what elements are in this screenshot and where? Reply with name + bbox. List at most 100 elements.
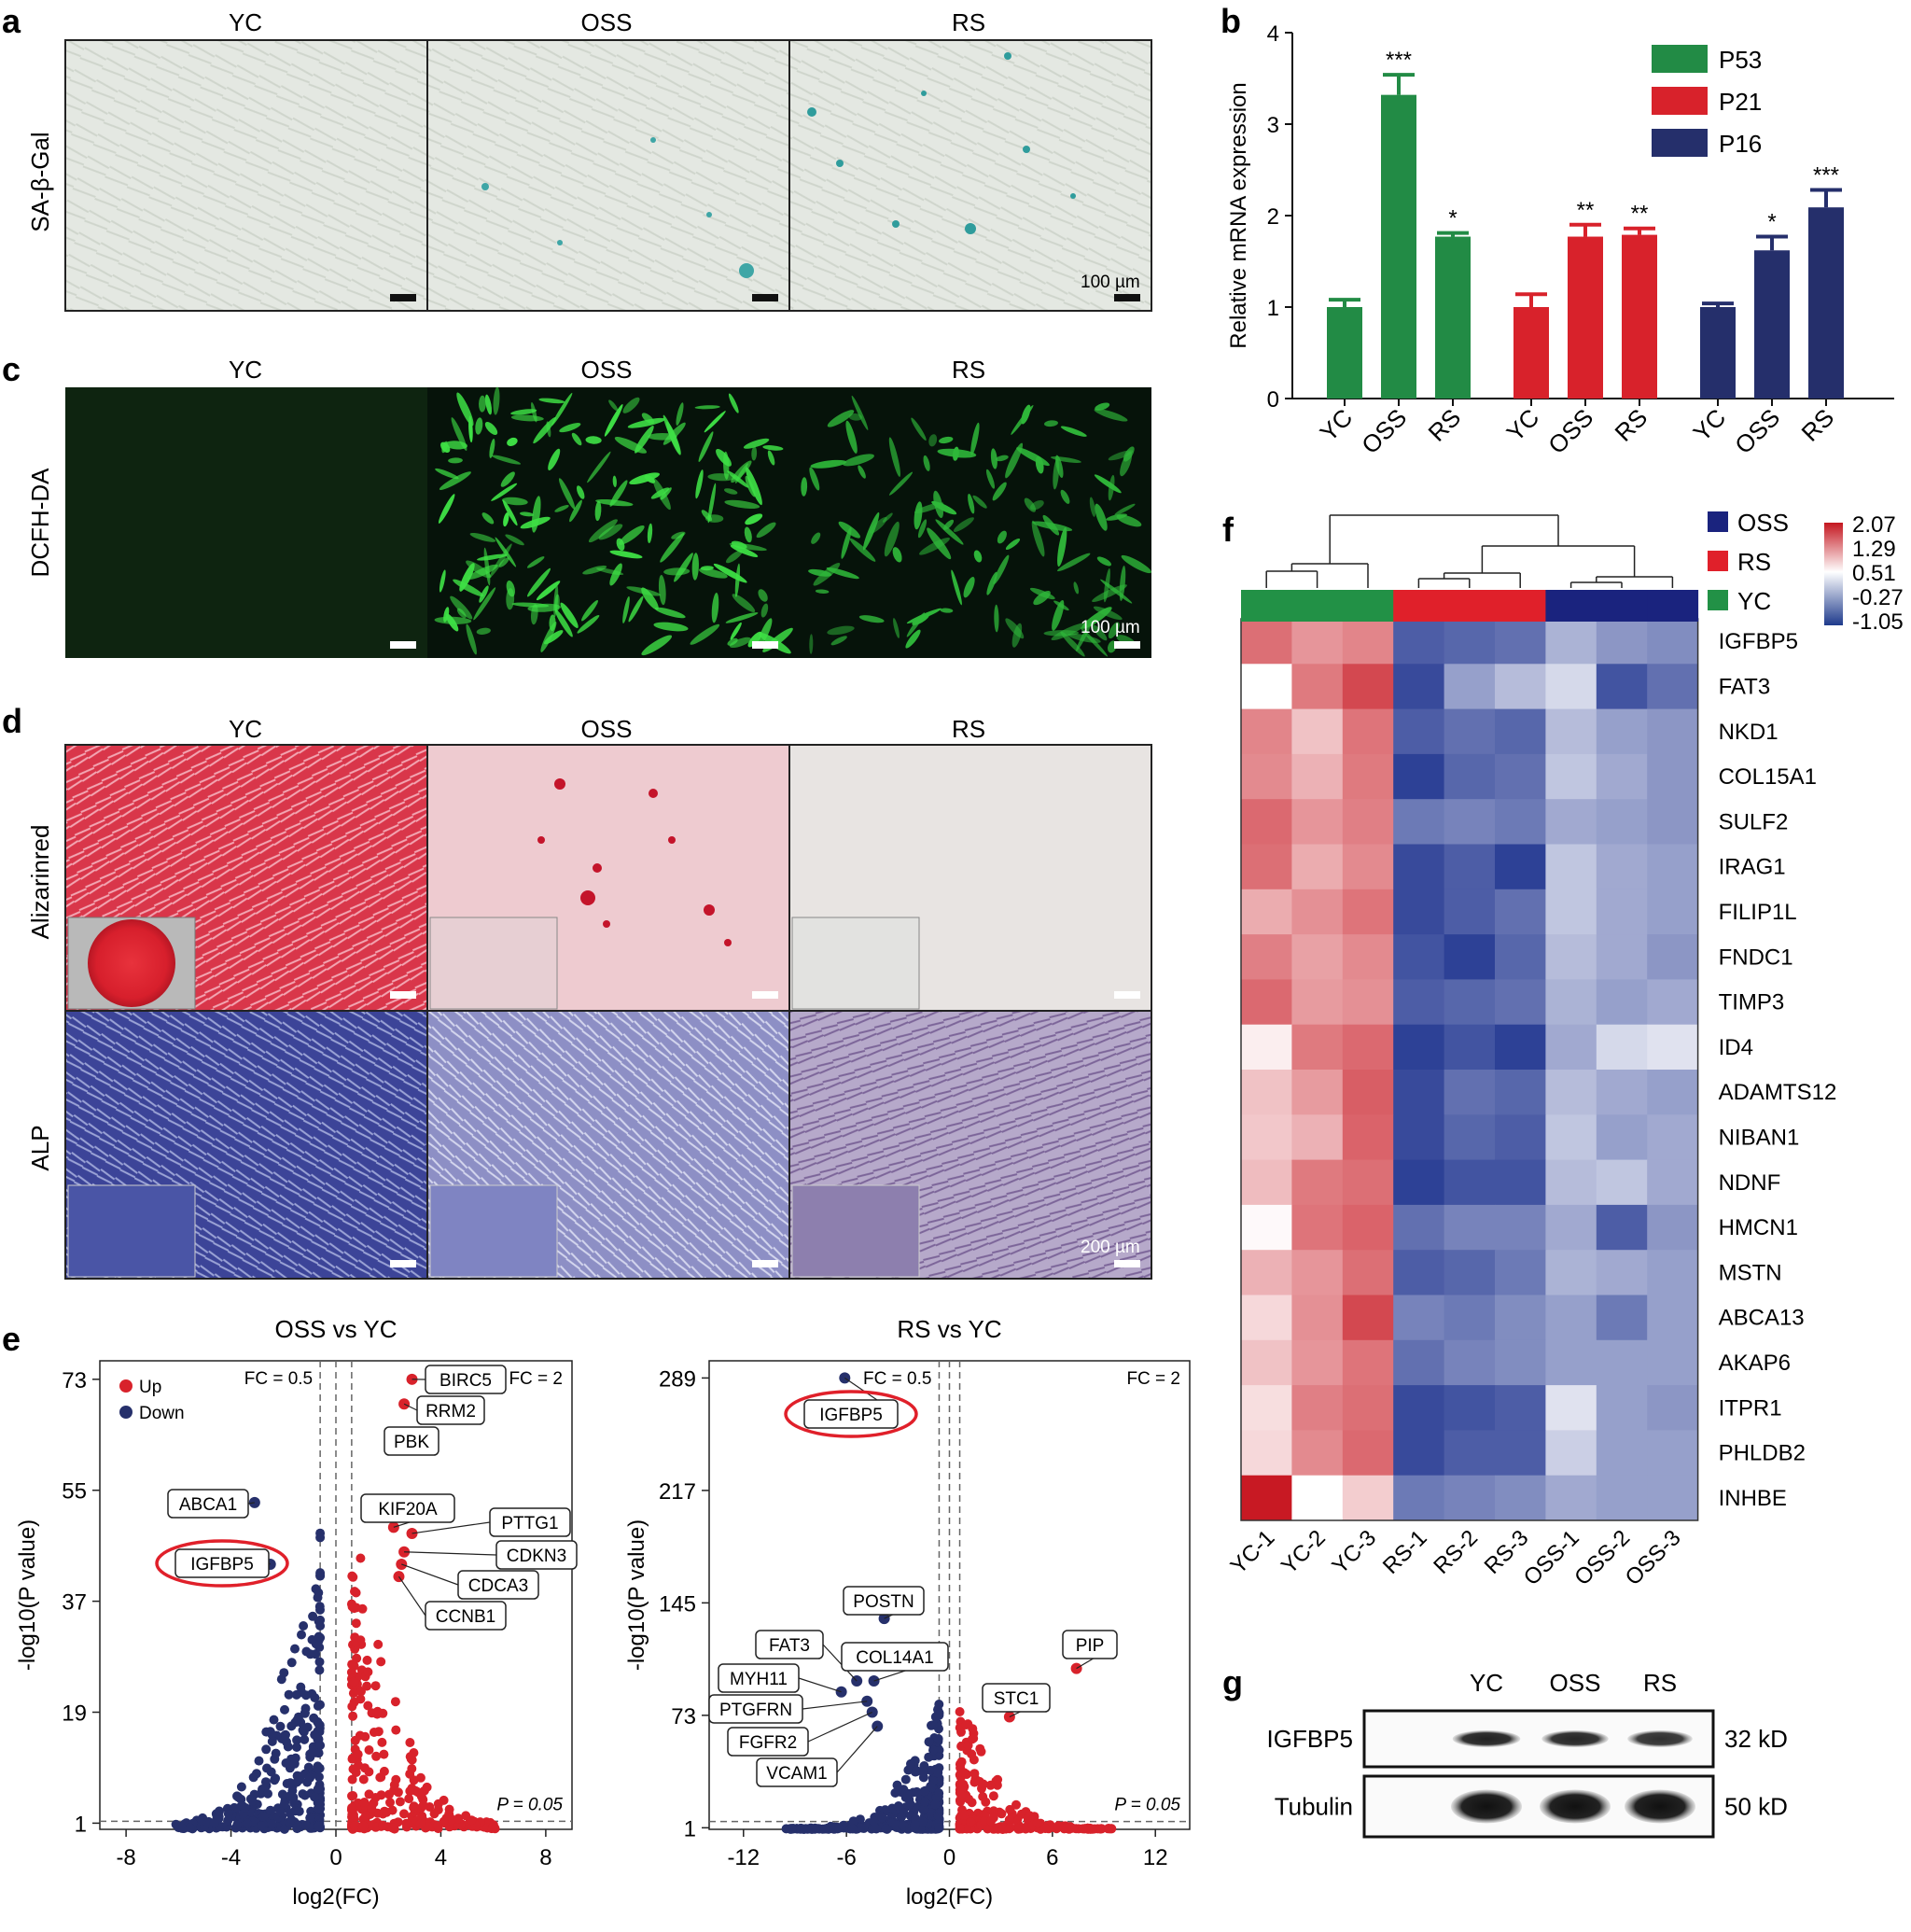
fluorescent-cell (858, 465, 866, 479)
legend-label: Down (139, 1404, 185, 1423)
data-point (405, 1738, 415, 1747)
heatmap-cell (1596, 1159, 1648, 1206)
fluorescent-cells-oss (434, 386, 793, 656)
panel-letter-b: b (1221, 2, 1241, 40)
scale-bar (1114, 1260, 1140, 1267)
data-point (347, 1774, 357, 1785)
fluorescent-cell (1031, 520, 1045, 557)
data-point (275, 1721, 286, 1731)
data-point (223, 1809, 233, 1819)
gene-row-label: FNDC1 (1719, 945, 1793, 970)
fluorescent-cell (884, 521, 900, 557)
y-tick-label: 37 (62, 1590, 87, 1616)
fluorescent-cell (628, 595, 644, 623)
group-legend-swatch (1708, 551, 1728, 571)
data-point (185, 1823, 195, 1833)
data-point (1021, 1824, 1031, 1834)
gene-label-box (167, 1489, 249, 1519)
data-point (418, 1800, 428, 1811)
fluorescent-cell (1089, 497, 1095, 517)
fluorescent-cell (1094, 474, 1122, 494)
heatmap-cell (1291, 844, 1344, 890)
data-point (429, 1809, 439, 1819)
label-leader (247, 1502, 255, 1505)
heatmap-cell (1495, 979, 1546, 1026)
gene-label-box (457, 1570, 539, 1600)
group-color-bar (1241, 590, 1292, 622)
gene-label: PIP (1076, 1636, 1105, 1656)
fluorescent-cell (743, 438, 770, 449)
heatmap-cell (1393, 799, 1445, 845)
legend-swatch (1652, 87, 1708, 115)
fluorescent-cell (760, 603, 769, 618)
y-axis-title: -log10(P value) (624, 1519, 649, 1671)
fluorescent-cell (478, 395, 486, 413)
well-inset-rs (791, 1184, 920, 1278)
gene-label-box (425, 1365, 507, 1394)
data-point (413, 1787, 424, 1798)
data-point (267, 1819, 277, 1829)
well-inset-oss (429, 917, 558, 1010)
color-scale-label: 0.51 (1852, 561, 1896, 586)
heatmap-cell (1444, 979, 1496, 1026)
color-scale-label: -0.27 (1852, 585, 1904, 610)
heatmap-cell (1241, 1475, 1292, 1521)
heatmap-cell (1342, 889, 1394, 935)
fluorescent-cell (647, 523, 653, 544)
fluorescent-cell (1060, 489, 1070, 504)
fluorescent-cell (435, 468, 459, 480)
label-leader (822, 1644, 858, 1682)
heatmap-cell (1444, 1385, 1496, 1431)
fluorescent-cell (928, 434, 938, 447)
heatmap-cell (1241, 1070, 1292, 1115)
data-point (240, 1802, 250, 1813)
heatmap-cell (1241, 979, 1292, 1026)
bar (1381, 94, 1416, 399)
fluorescent-cell (744, 526, 752, 543)
fluorescent-cell (1108, 622, 1120, 639)
fluorescent-cell (616, 538, 625, 552)
data-point (359, 1798, 370, 1807)
data-point (981, 1797, 991, 1807)
fluorescent-cell (608, 399, 619, 412)
fluorescent-cell (862, 511, 880, 551)
data-point (807, 1824, 817, 1834)
label-leader (807, 1711, 872, 1743)
data-point (300, 1734, 310, 1744)
bar (1808, 207, 1844, 399)
fluorescent-cell (701, 510, 713, 522)
row-label-alp: ALP (26, 1125, 54, 1170)
heatmap-cell (1596, 708, 1648, 755)
data-point (407, 1764, 417, 1773)
data-point (369, 1728, 379, 1737)
gene-label-box (174, 1548, 270, 1578)
scale-bar (390, 294, 416, 301)
fluorescent-cell (827, 410, 855, 427)
fluorescent-cell (1121, 554, 1152, 574)
fluorescent-cell (923, 455, 930, 471)
heatmap-cell (1596, 889, 1648, 935)
panel-letter-e: e (2, 1320, 21, 1358)
fluorescent-cell (826, 567, 859, 580)
x-tick-label: 4 (435, 1845, 447, 1870)
data-point (350, 1821, 360, 1830)
data-point (292, 1735, 302, 1745)
fluorescent-cell (811, 532, 821, 544)
fluorescent-cell (892, 547, 902, 563)
fluorescent-cell (810, 459, 847, 469)
data-point (300, 1708, 310, 1718)
data-point (261, 1744, 272, 1755)
panel-letter-c: c (2, 350, 21, 388)
gene-label-box (495, 1540, 578, 1570)
fluorescent-cell (698, 431, 714, 462)
data-point (352, 1750, 362, 1760)
heatmap-cell (1545, 619, 1597, 665)
heatmap-cell (1596, 979, 1648, 1026)
sample-column-label: RS-1 (1378, 1525, 1432, 1579)
gene-label-box (843, 1586, 925, 1616)
x-tick-label: -8 (116, 1845, 135, 1870)
fluorescent-cell (997, 530, 1007, 544)
heatmap-cell (1393, 664, 1445, 710)
fluorescent-cell (467, 564, 498, 580)
heatmap-cell (1342, 664, 1394, 710)
